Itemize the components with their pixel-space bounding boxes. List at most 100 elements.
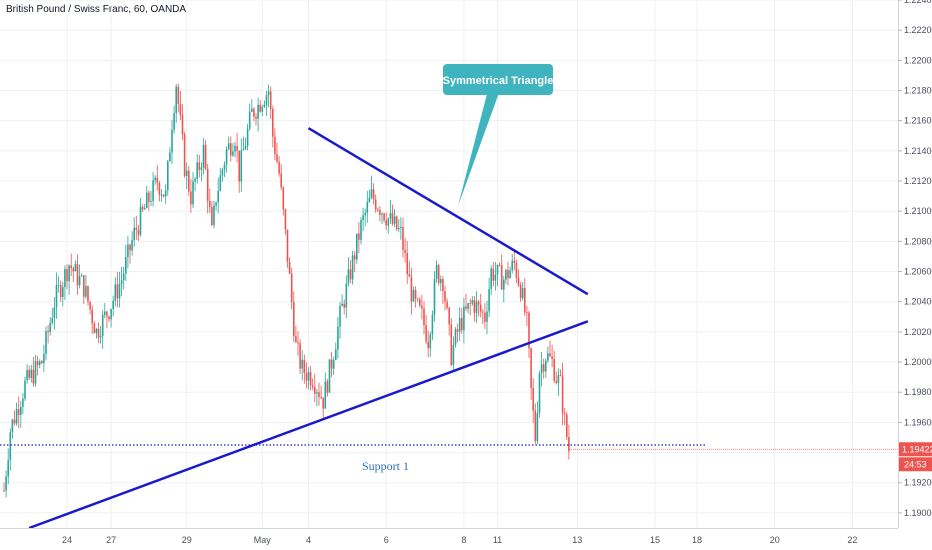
candle-body [328, 359, 331, 393]
candle-body [526, 312, 528, 314]
candle-body [494, 274, 497, 281]
candle-body [557, 375, 560, 383]
candle-body [364, 212, 366, 216]
candle-body [547, 353, 549, 361]
candle-body [303, 359, 306, 374]
candle-body [332, 359, 335, 369]
candle-body [7, 460, 9, 477]
candle-body [473, 300, 476, 313]
candle-body [553, 358, 555, 381]
x-tick-label: 13 [572, 535, 582, 545]
candle-body [465, 306, 467, 309]
candle-body [286, 229, 289, 262]
candle-body [93, 323, 96, 334]
candle-body [125, 257, 127, 274]
trendline-upper [307, 127, 589, 296]
y-tick-label: 1.19600 [904, 417, 932, 427]
candle-body [393, 216, 396, 224]
candle-body [362, 215, 364, 221]
y-tick-label: 1.20600 [904, 267, 932, 277]
candle-body [5, 476, 7, 491]
candle-body [148, 192, 150, 202]
time-axis[interactable]: 24 27 29 May 4 6 8 11 13 15 18 20 22 [0, 528, 898, 546]
candle-body [498, 264, 501, 266]
candle-body [257, 104, 259, 119]
candle-body [175, 86, 177, 114]
chart-title: British Pound / Swiss Franc, 60, OANDA [6, 4, 187, 15]
candle-body [269, 91, 272, 109]
candle-body [349, 269, 352, 280]
candle-body [72, 268, 75, 272]
candle-body [234, 145, 236, 152]
candle-body [62, 287, 64, 298]
candle-body [225, 149, 228, 165]
candle-body [423, 308, 425, 326]
candle-body [133, 227, 135, 241]
candle-body [34, 361, 37, 384]
price-axis[interactable]: 1.22400 1.22200 1.22000 1.21800 1.21600 1.214… [898, 0, 932, 550]
candle-body [259, 104, 261, 112]
candle-body [505, 269, 507, 280]
candle-body [442, 279, 444, 292]
candle-body [244, 146, 247, 150]
support-label: Support 1 [362, 459, 409, 473]
candle-body [118, 284, 121, 299]
candle-body [251, 108, 253, 112]
candle-body [337, 326, 339, 350]
candle-body [217, 190, 219, 203]
candle-body [265, 95, 268, 105]
candle-body [152, 180, 154, 202]
candle-body [263, 104, 266, 107]
candle-body [120, 280, 123, 285]
x-tick-label: May [254, 535, 272, 545]
candle-body [330, 359, 333, 369]
candle-body [110, 308, 112, 320]
x-tick-label: 20 [770, 535, 780, 545]
candle-body [404, 249, 406, 253]
candle-body [169, 152, 171, 162]
candle-body [511, 260, 513, 271]
candle-body [339, 305, 341, 327]
candle-body [194, 178, 196, 182]
candle-body [202, 144, 205, 168]
candle-body [238, 150, 240, 182]
candle-body [479, 304, 482, 312]
candle-body [272, 108, 274, 137]
candle-body [164, 190, 167, 197]
candle-body [181, 115, 184, 135]
candle-body [469, 303, 471, 304]
callout-label: Symmetrical Triangle [443, 75, 554, 87]
candle-body [402, 226, 404, 250]
candle-body [311, 385, 314, 388]
annotations[interactable]: Symmetrical Triangle Support 1 [362, 64, 553, 473]
candle-body [433, 278, 436, 315]
candle-body [427, 341, 429, 349]
candle-body [513, 260, 516, 263]
candle-body [324, 381, 327, 409]
candle-body [395, 216, 398, 230]
candle-body [492, 268, 495, 281]
candle-body [17, 409, 20, 415]
candle-body [190, 191, 192, 205]
candle-body [131, 240, 133, 251]
candle-body [278, 161, 280, 174]
trendlines[interactable] [0, 127, 898, 530]
candle-body [446, 301, 448, 308]
candle-body [28, 370, 30, 378]
candle-body [540, 364, 543, 374]
candle-body [192, 181, 194, 205]
candle-body [387, 218, 390, 226]
candle-body [38, 361, 41, 366]
y-tick-label: 1.21200 [904, 176, 932, 186]
candle-body [106, 311, 108, 317]
candle-body [83, 275, 85, 297]
candle-body [341, 303, 343, 306]
candle-body [542, 364, 545, 372]
candle-body [104, 311, 106, 315]
candle-body [146, 192, 148, 209]
candle-body [137, 230, 140, 235]
candle-body [400, 226, 402, 229]
y-tick-label: 1.20200 [904, 327, 932, 337]
candle-body [267, 91, 270, 96]
